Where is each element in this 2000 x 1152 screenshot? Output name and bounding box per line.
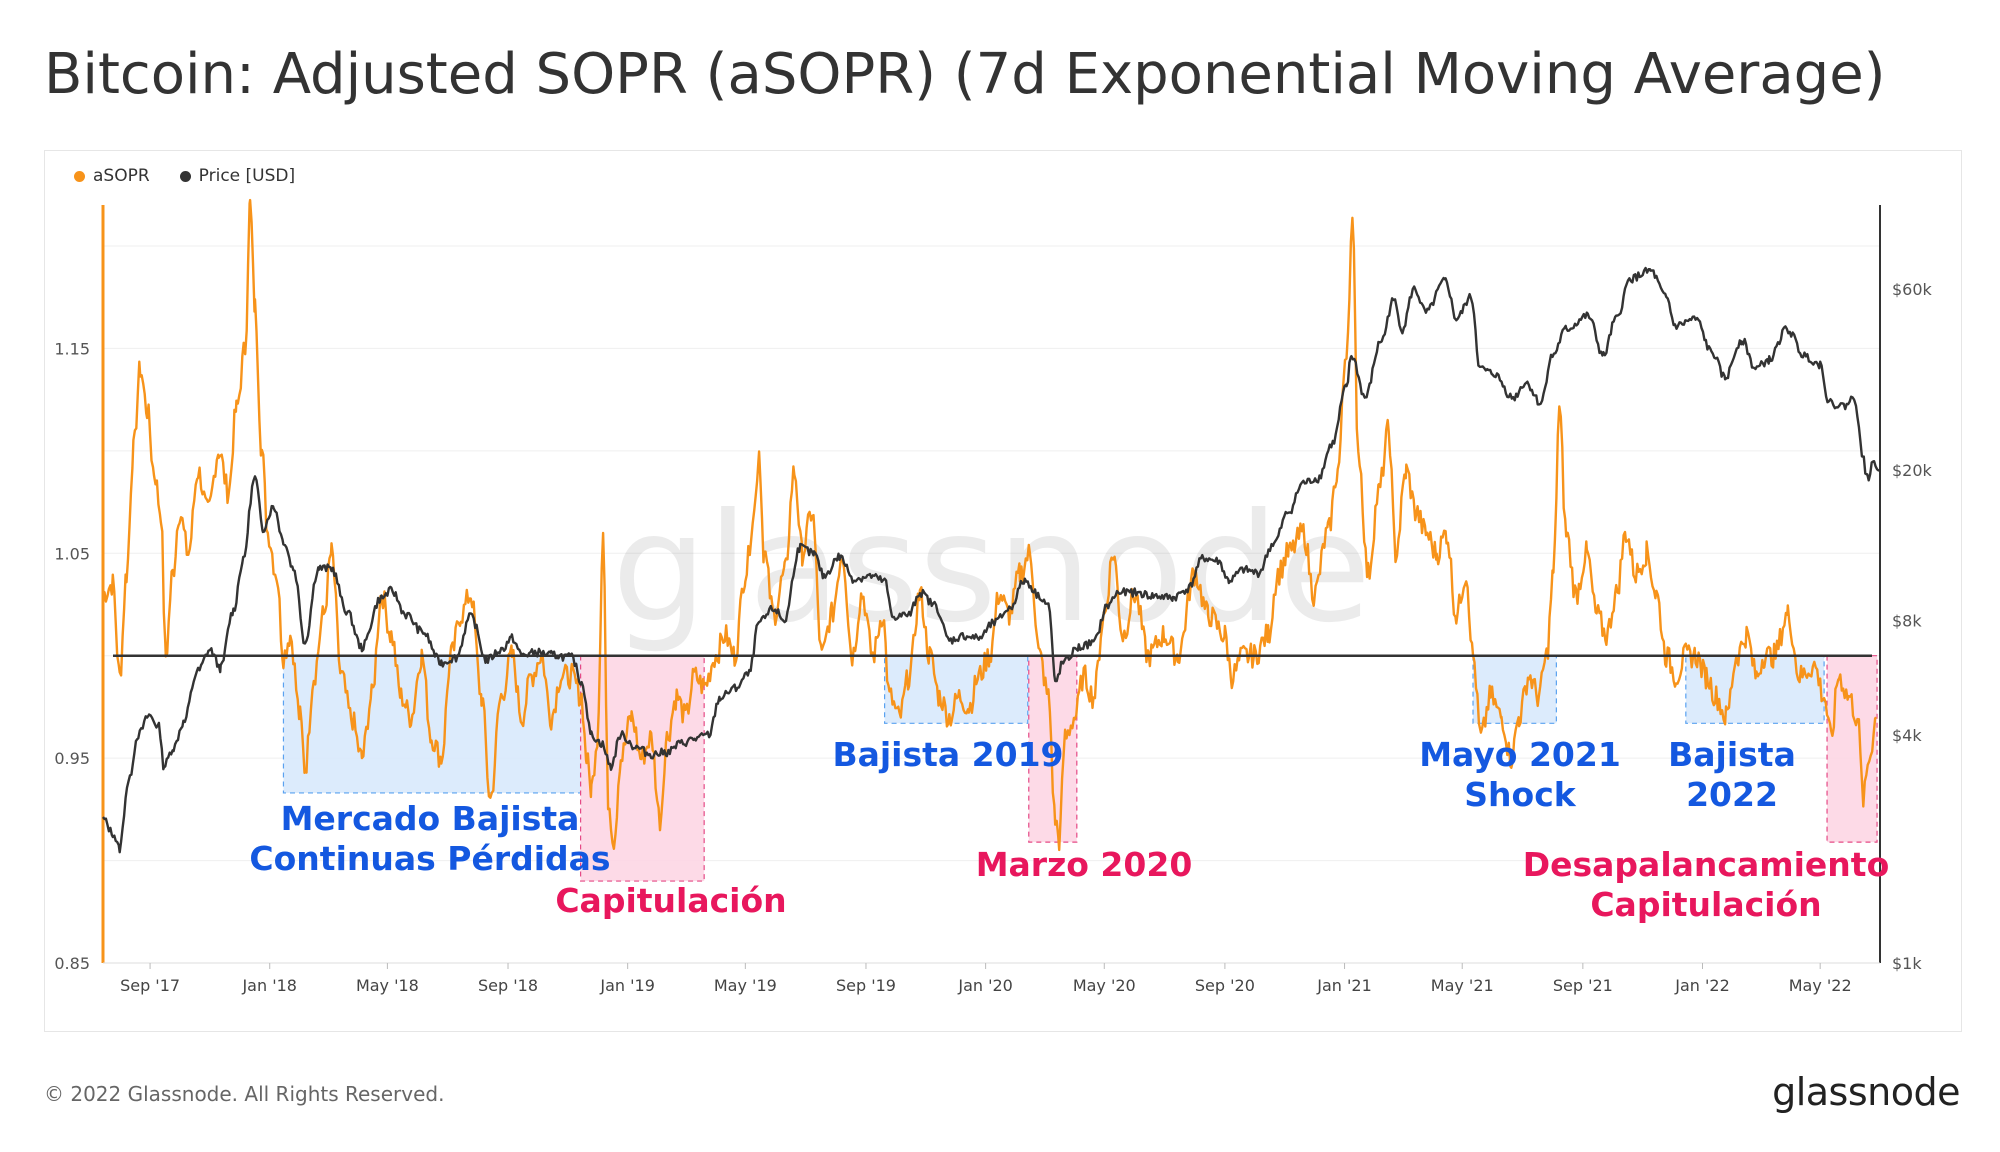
x-tick-label: Jan '22 — [1674, 976, 1730, 995]
y-left-tick-label: 0.85 — [54, 954, 90, 973]
annotation-label-6: 2022 — [1686, 775, 1778, 814]
y-left-tick-label: 1.15 — [54, 339, 90, 358]
annotation-label-7: Capitulación — [1590, 885, 1821, 924]
copyright-footer: © 2022 Glassnode. All Rights Reserved. — [44, 1082, 445, 1106]
legend-price-dot-icon — [179, 170, 191, 182]
legend-price-label: Price [USD] — [198, 166, 296, 186]
y-right-tick-label: $20k — [1892, 461, 1933, 480]
annotation-label-2: Capitulación — [555, 881, 786, 920]
annotation-label-6: Bajista — [1668, 735, 1796, 774]
y-right-tick-label: $8k — [1892, 612, 1922, 631]
legend-item-price[interactable]: Price [USD] — [179, 166, 296, 186]
annotation-label-1: Mercado Bajista — [281, 799, 580, 838]
annotation-box-3 — [884, 655, 1029, 724]
legend-asopr-label: aSOPR — [93, 166, 150, 186]
y-left-tick-label: 1.05 — [54, 544, 90, 563]
series-price-line — [102, 266, 1880, 854]
page-title: Bitcoin: Adjusted SOPR (aSOPR) (7d Expon… — [44, 42, 1886, 107]
annotation-box-2 — [579, 655, 705, 882]
annotation-label-5: Shock — [1464, 775, 1576, 814]
x-tick-label: Jan '18 — [241, 976, 297, 995]
x-tick-label: Sep '21 — [1553, 976, 1613, 995]
x-tick-label: Sep '18 — [478, 976, 538, 995]
annotation-label-5: Mayo 2021 — [1419, 735, 1621, 774]
x-tick-label: Jan '21 — [1316, 976, 1372, 995]
x-tick-label: Sep '20 — [1195, 976, 1255, 995]
x-tick-label: May '20 — [1073, 976, 1136, 995]
annotation-label-4: Marzo 2020 — [976, 845, 1193, 884]
annotation-label-1: Continuas Pérdidas — [249, 839, 610, 878]
y-right-tick-label: $4k — [1892, 726, 1922, 745]
x-tick-label: May '22 — [1789, 976, 1852, 995]
x-tick-label: May '19 — [714, 976, 777, 995]
chart-frame — [44, 150, 1962, 1032]
x-tick-label: Sep '17 — [120, 976, 180, 995]
brand-logo: glassnode — [1772, 1070, 1960, 1114]
y-right-tick-label: $60k — [1892, 280, 1933, 299]
x-tick-label: May '21 — [1431, 976, 1494, 995]
annotation-label-3: Bajista 2019 — [832, 735, 1063, 774]
series-asopr-line — [101, 198, 1878, 852]
y-left-tick-label: 0.95 — [54, 749, 90, 768]
chart-legend: aSOPR Price [USD] — [74, 166, 295, 186]
legend-asopr-dot-icon — [74, 170, 85, 182]
annotation-label-7: Desapalancamiento — [1523, 845, 1890, 884]
y-right-tick-label: $1k — [1892, 954, 1922, 973]
legend-item-asopr[interactable]: aSOPR — [74, 166, 150, 186]
x-tick-label: Sep '19 — [836, 976, 896, 995]
annotation-box-7 — [1826, 655, 1878, 843]
x-tick-label: Jan '20 — [957, 976, 1013, 995]
annotation-box-4 — [1028, 655, 1078, 843]
x-tick-label: Jan '19 — [599, 976, 655, 995]
x-tick-label: May '18 — [356, 976, 419, 995]
